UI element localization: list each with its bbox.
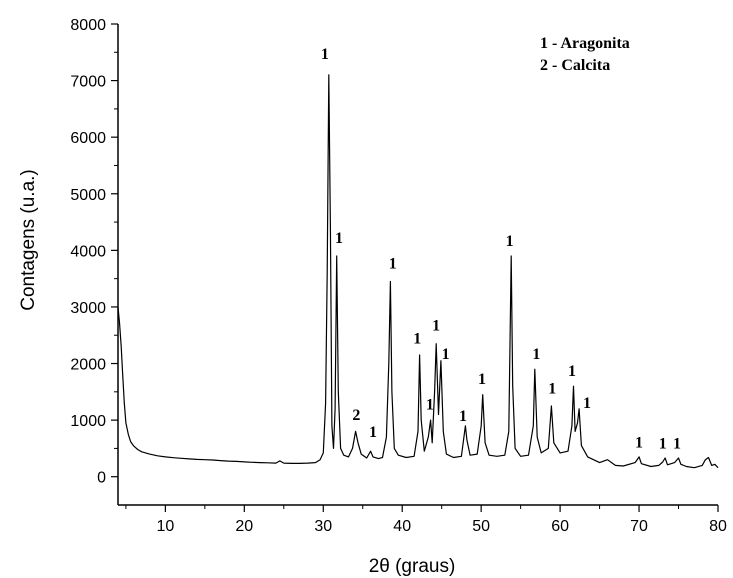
x-tick-label: 80 [709, 518, 727, 535]
y-tick-label: 1000 [70, 413, 106, 430]
peak-label: 1 [413, 331, 421, 348]
x-tick-label: 30 [314, 518, 332, 535]
legend: 1 - Aragonita 2 - Calcita [540, 35, 630, 74]
x-tick-label: 10 [156, 518, 174, 535]
peak-label: 1 [478, 371, 486, 388]
peak-label: 1 [426, 396, 434, 413]
x-tick-label: 60 [551, 518, 569, 535]
x-tick-label: 70 [630, 518, 648, 535]
x-tick-label: 20 [235, 518, 253, 535]
peak-label: 1 [321, 46, 329, 63]
peak-label: 1 [459, 408, 467, 425]
y-tick-label: 7000 [70, 74, 106, 91]
x-axis-title: 2θ (graus) [369, 556, 456, 577]
peak-label: 1 [532, 346, 540, 363]
peak-label: 1 [548, 381, 556, 398]
peak-label: 1 [369, 424, 377, 441]
peak-label: 1 [583, 395, 591, 412]
x-tick-label: 50 [472, 518, 490, 535]
peak-label: 1 [673, 435, 681, 452]
legend-entry: 2 - Calcita [540, 57, 610, 74]
y-tick-label: 2000 [70, 357, 106, 374]
peak-label: 1 [432, 318, 440, 335]
peak-label: 1 [506, 233, 514, 250]
y-tick-label: 0 [97, 470, 106, 487]
peak-label: 1 [442, 346, 450, 363]
y-tick-label: 5000 [70, 187, 106, 204]
x-tick-label: 40 [393, 518, 411, 535]
legend-entry: 1 - Aragonita [540, 35, 630, 52]
peak-label: 2 [352, 407, 360, 424]
axes: 0 1000 2000 3000 4000 5000 6000 7000 8000 10 20 30 4… [70, 17, 727, 535]
peak-label: 1 [389, 255, 397, 272]
y-axis-title: Contagens (u.a.) [18, 169, 39, 311]
y-tick-label: 4000 [70, 243, 106, 260]
xrd-series-line [117, 74, 719, 469]
peak-label: 1 [635, 434, 643, 451]
y-tick-label: 3000 [70, 300, 106, 317]
peak-label: 1 [568, 363, 576, 380]
plot-area [117, 74, 719, 469]
peak-label: 1 [335, 230, 343, 247]
y-tick-label: 8000 [70, 17, 106, 34]
peak-label: 1 [659, 435, 667, 452]
y-tick-label: 6000 [70, 130, 106, 147]
